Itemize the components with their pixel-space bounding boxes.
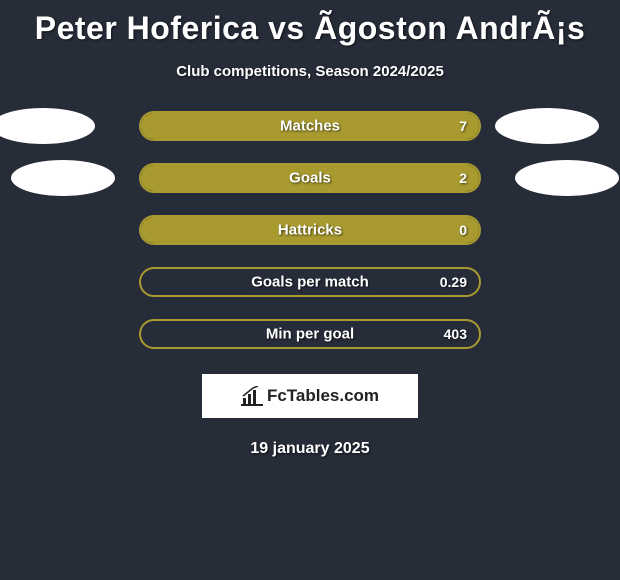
stat-bar: Goals per match 0.29 (139, 267, 481, 297)
stat-bar: Goals 2 (139, 163, 481, 193)
subtitle: Club competitions, Season 2024/2025 (176, 63, 444, 80)
stat-value: 2 (459, 170, 467, 186)
stat-value: 0.29 (440, 274, 467, 290)
chart-icon (241, 386, 263, 406)
stat-value: 7 (459, 118, 467, 134)
stat-row: Hattricks 0 (0, 212, 620, 248)
stat-label: Hattricks (278, 222, 342, 239)
stat-row: Matches 7 (0, 108, 620, 144)
player-left-marker (0, 108, 95, 144)
player-right-marker (515, 160, 619, 196)
stat-bar: Min per goal 403 (139, 319, 481, 349)
brand-text: FcTables.com (267, 386, 379, 406)
stat-row: Goals per match 0.29 (0, 264, 620, 300)
stat-value: 403 (444, 326, 467, 342)
stat-row: Min per goal 403 (0, 316, 620, 352)
stat-label: Min per goal (266, 326, 354, 343)
date-text: 19 january 2025 (250, 440, 369, 458)
stat-label: Goals per match (251, 274, 369, 291)
player-right-marker (495, 108, 599, 144)
root-container: Peter Hoferica vs Ãgoston AndrÃ¡s Club c… (0, 0, 620, 458)
brand-box[interactable]: FcTables.com (202, 374, 418, 418)
stat-value: 0 (459, 222, 467, 238)
stat-bar: Hattricks 0 (139, 215, 481, 245)
page-title: Peter Hoferica vs Ãgoston AndrÃ¡s (35, 10, 586, 47)
stats-area: Matches 7 Goals 2 Hattricks 0 Goals per match 0… (0, 108, 620, 352)
stat-label: Goals (289, 170, 331, 187)
stat-row: Goals 2 (0, 160, 620, 196)
stat-bar: Matches 7 (139, 111, 481, 141)
player-left-marker (11, 160, 115, 196)
stat-label: Matches (280, 118, 340, 135)
